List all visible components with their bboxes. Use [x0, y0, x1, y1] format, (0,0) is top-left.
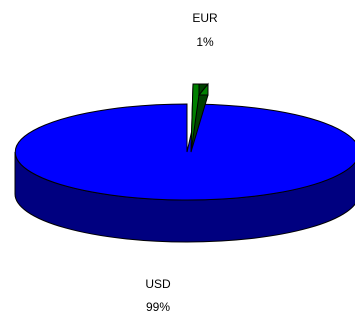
- eur-percent-label: 1%: [196, 35, 214, 49]
- eur-slice-top: [190, 83, 200, 153]
- usd-slice-top: [14, 103, 355, 201]
- pie-layer: [14, 82, 355, 243]
- usd-category-label: USD: [145, 277, 171, 291]
- eur-category-label: EUR: [192, 11, 218, 25]
- usd-percent-label: 99%: [146, 300, 170, 314]
- eur-slice-edge: [197, 82, 209, 96]
